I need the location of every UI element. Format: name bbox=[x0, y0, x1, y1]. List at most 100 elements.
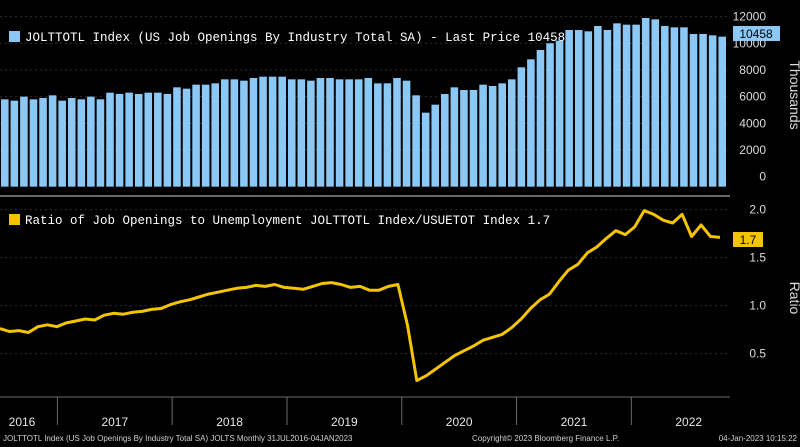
job-openings-bar bbox=[699, 34, 707, 187]
ratio-line-series bbox=[0, 209, 721, 382]
ratio-legend-text: Ratio of Job Openings to Unemployment JO… bbox=[25, 214, 550, 228]
job-openings-bar bbox=[421, 112, 430, 187]
job-openings-bar bbox=[718, 36, 726, 187]
job-openings-bar bbox=[287, 79, 296, 187]
job-openings-bar bbox=[622, 24, 631, 187]
bar-legend-text: JOLTTOTL Index (US Job Openings By Indus… bbox=[25, 31, 565, 45]
bar-y-tick-label: 8000 bbox=[739, 63, 766, 77]
job-openings-bar bbox=[584, 31, 593, 187]
job-openings-bar bbox=[182, 88, 191, 187]
job-openings-bar bbox=[661, 26, 669, 187]
ratio-last-value-tag-bg bbox=[733, 232, 763, 247]
footer: JOLTTOTL Index (US Job Openings By Indus… bbox=[3, 434, 798, 443]
job-openings-bar bbox=[10, 100, 19, 187]
job-openings-bar bbox=[689, 34, 698, 187]
job-openings-bar bbox=[201, 84, 210, 187]
ratio-y-axis-title: Ratio bbox=[787, 282, 800, 315]
job-openings-bar bbox=[374, 83, 382, 187]
job-openings-bar bbox=[20, 96, 28, 187]
bar-y-tick-label: 4000 bbox=[739, 116, 766, 130]
bar-legend-swatch bbox=[9, 31, 20, 42]
x-axis-years: 2016 2017 2018 2019 2020 2021 2022 bbox=[9, 397, 702, 429]
year-label: 2019 bbox=[331, 415, 358, 429]
ratio-last-value-tag-text: 1.7 bbox=[740, 233, 757, 247]
job-openings-bar bbox=[249, 78, 258, 187]
job-openings-bar bbox=[173, 87, 181, 187]
ratio-y-tick-label: 0.5 bbox=[749, 347, 766, 361]
job-openings-bar bbox=[536, 50, 545, 187]
job-openings-bar bbox=[670, 27, 679, 187]
bar-last-price-tag-bg bbox=[733, 26, 780, 41]
job-openings-bar bbox=[345, 79, 353, 187]
footer-timestamp: 04-Jan-2023 10:15:22 bbox=[719, 434, 798, 443]
bar-y-tick-label: 2000 bbox=[739, 143, 766, 157]
bar-chart-legend: JOLTTOTL Index (US Job Openings By Indus… bbox=[9, 31, 565, 45]
job-openings-bar bbox=[307, 80, 315, 187]
job-openings-bar bbox=[77, 99, 86, 187]
job-openings-bar bbox=[58, 100, 66, 187]
job-openings-bar bbox=[326, 78, 334, 187]
job-openings-bar bbox=[354, 79, 363, 187]
job-openings-bar bbox=[393, 78, 401, 187]
job-openings-bar bbox=[460, 90, 468, 187]
ratio-y-tick-label: 1.0 bbox=[749, 299, 766, 313]
job-openings-bar bbox=[106, 92, 114, 187]
job-openings-bar bbox=[240, 80, 248, 187]
year-label: 2017 bbox=[101, 415, 128, 429]
job-openings-bar bbox=[221, 79, 229, 187]
ratio-chart-legend: Ratio of Job Openings to Unemployment JO… bbox=[9, 214, 550, 228]
job-openings-bar bbox=[613, 23, 621, 187]
ratio-last-value-tag: 1.7 bbox=[733, 232, 763, 247]
job-openings-bar bbox=[278, 76, 286, 187]
job-openings-bar bbox=[383, 83, 392, 187]
job-openings-bar bbox=[479, 84, 487, 187]
job-openings-bar bbox=[431, 104, 440, 187]
job-openings-bar bbox=[488, 86, 497, 187]
ratio-y-tick-label: 1.5 bbox=[749, 251, 766, 265]
ratio-legend-swatch bbox=[9, 214, 20, 225]
ratio-chart-y-axis: 0.5 1.0 1.5 2.0 bbox=[749, 203, 766, 361]
job-openings-bar bbox=[154, 92, 162, 187]
year-label: 2018 bbox=[216, 415, 243, 429]
job-openings-bar bbox=[67, 98, 76, 187]
job-openings-bar bbox=[335, 79, 344, 187]
year-label: 2016 bbox=[9, 415, 36, 429]
job-openings-bar bbox=[603, 30, 612, 187]
bar-series bbox=[1, 18, 726, 187]
job-openings-bar bbox=[268, 76, 277, 187]
job-openings-bar bbox=[402, 80, 411, 187]
job-openings-bar bbox=[450, 87, 459, 187]
job-openings-bar bbox=[1, 99, 9, 187]
job-openings-bar bbox=[29, 99, 38, 187]
footer-copyright: Copyright© 2023 Bloomberg Finance L.P. bbox=[472, 434, 619, 443]
job-openings-bar bbox=[297, 79, 306, 187]
job-openings-bar bbox=[211, 83, 220, 187]
job-openings-bar bbox=[96, 99, 105, 187]
job-openings-bar bbox=[594, 26, 602, 187]
job-openings-bar bbox=[632, 24, 640, 187]
bar-last-price-tag-text: 10458 bbox=[739, 27, 773, 41]
job-openings-bar bbox=[259, 76, 267, 187]
job-openings-bar bbox=[507, 79, 516, 187]
job-openings-bar bbox=[134, 94, 143, 187]
job-openings-bar bbox=[555, 40, 564, 187]
job-openings-bar bbox=[708, 35, 717, 187]
bar-y-tick-label: 0 bbox=[759, 170, 766, 184]
footer-source: JOLTTOTL Index (US Job Openings By Indus… bbox=[3, 434, 353, 443]
job-openings-bar bbox=[364, 78, 373, 187]
job-openings-bar bbox=[192, 84, 200, 187]
ratio-chart-grid bbox=[0, 209, 727, 355]
year-label: 2021 bbox=[561, 415, 588, 429]
job-openings-bar bbox=[125, 92, 133, 187]
job-openings-bar bbox=[546, 43, 554, 187]
ratio-y-tick-label: 2.0 bbox=[749, 203, 766, 217]
job-openings-bar bbox=[680, 27, 688, 187]
job-openings-bar bbox=[574, 30, 583, 187]
bar-y-tick-label: 6000 bbox=[739, 90, 766, 104]
job-openings-bar bbox=[144, 92, 153, 187]
job-openings-bar bbox=[517, 67, 526, 187]
job-openings-bar bbox=[651, 19, 660, 187]
job-openings-bar bbox=[498, 83, 506, 187]
job-openings-bar bbox=[412, 95, 420, 187]
